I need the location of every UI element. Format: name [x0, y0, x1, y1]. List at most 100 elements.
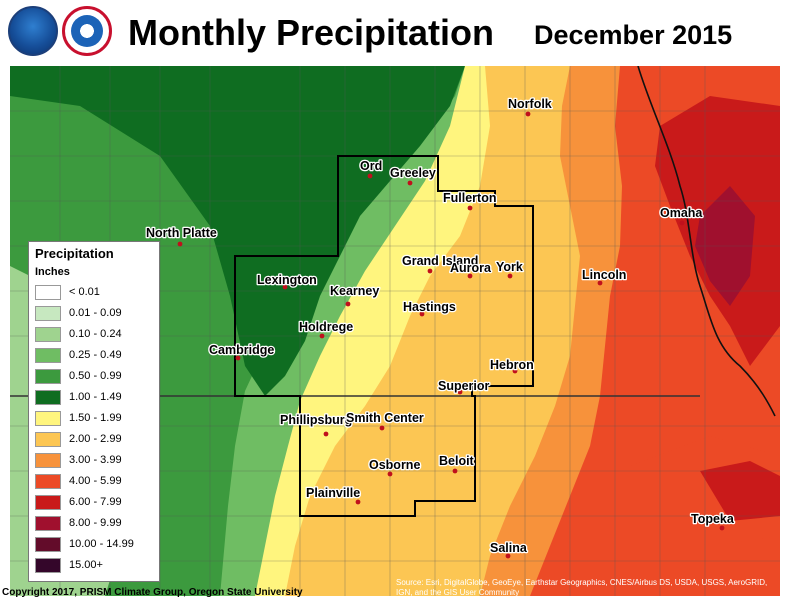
- legend-label: 0.01 - 0.09: [69, 307, 122, 319]
- city-omaha[interactable]: Omaha: [659, 205, 705, 226]
- legend-label: 3.00 - 3.99: [69, 454, 122, 466]
- legend-label: 6.00 - 7.99: [69, 496, 122, 508]
- svg-text:Norfolk: Norfolk: [508, 97, 552, 111]
- city-plainville[interactable]: Plainville: [305, 485, 362, 505]
- city-norfolk[interactable]: Norfolk: [507, 96, 553, 117]
- legend-item: 1.50 - 1.99: [35, 410, 159, 428]
- legend-swatch: [35, 306, 61, 321]
- legend-item: 8.00 - 9.99: [35, 515, 159, 533]
- svg-text:Holdrege: Holdrege: [299, 320, 353, 334]
- svg-text:Salina: Salina: [490, 541, 528, 555]
- svg-text:Fullerton: Fullerton: [443, 191, 496, 205]
- svg-text:Smith Center: Smith Center: [346, 411, 424, 425]
- legend-item: 6.00 - 7.99: [35, 494, 159, 512]
- map-title: Monthly Precipitation: [128, 12, 495, 53]
- city-smith-center[interactable]: Smith Center: [345, 410, 425, 431]
- legend-swatch: [35, 453, 61, 468]
- legend-item: 15.00+: [35, 557, 159, 575]
- legend-item: < 0.01: [35, 284, 159, 302]
- svg-text:Osborne: Osborne: [369, 458, 420, 472]
- svg-text:Cambridge: Cambridge: [209, 343, 274, 357]
- svg-text:Grand Island: Grand Island: [402, 254, 478, 268]
- basemap-source-credit: Source: Esri, DigitalGlobe, GeoEye, Eart…: [396, 578, 768, 597]
- city-ord[interactable]: Ord: [359, 158, 384, 179]
- svg-text:Hastings: Hastings: [403, 300, 456, 314]
- legend: Precipitation Inches < 0.01 0.01 - 0.09 0.…: [28, 241, 160, 582]
- svg-text:Kearney: Kearney: [330, 284, 379, 298]
- legend-item: 1.00 - 1.49: [35, 389, 159, 407]
- city-osborne[interactable]: Osborne: [368, 457, 422, 477]
- legend-item: 0.25 - 0.49: [35, 347, 159, 365]
- svg-text:Plainville: Plainville: [306, 486, 360, 500]
- city-superior[interactable]: Superior: [437, 378, 491, 395]
- legend-title: Precipitation: [35, 246, 114, 261]
- legend-swatch: [35, 411, 61, 426]
- legend-swatch: [35, 537, 61, 552]
- legend-item: 10.00 - 14.99: [35, 536, 159, 554]
- svg-text:York: York: [496, 260, 523, 274]
- legend-label: 0.50 - 0.99: [69, 370, 122, 382]
- city-hebron[interactable]: Hebron: [489, 357, 535, 374]
- svg-text:Hebron: Hebron: [490, 358, 534, 372]
- legend-swatch: [35, 369, 61, 384]
- forecast-area-boundary: [234, 155, 534, 517]
- city-aurora[interactable]: Aurora: [449, 260, 493, 279]
- legend-label: 15.00+: [69, 559, 103, 571]
- legend-label: 0.25 - 0.49: [69, 349, 122, 361]
- legend-swatch: [35, 495, 61, 510]
- svg-text:Beloit: Beloit: [439, 454, 475, 468]
- svg-text:Lexington: Lexington: [257, 273, 317, 287]
- city-cambridge[interactable]: Cambridge: [208, 342, 276, 361]
- precipitation-map[interactable]: Norfolk Ord Greeley Fullerton North Plat…: [10, 66, 780, 596]
- city-grand-island[interactable]: Grand Island: [401, 253, 480, 274]
- svg-text:Topeka: Topeka: [691, 512, 735, 526]
- city-topeka[interactable]: Topeka: [690, 511, 736, 531]
- band-6.00-7.99-south: [700, 461, 780, 521]
- city-greeley[interactable]: Greeley: [389, 165, 437, 186]
- legend-swatch: [35, 558, 61, 573]
- legend-item: 2.00 - 2.99: [35, 431, 159, 449]
- svg-text:Greeley: Greeley: [390, 166, 436, 180]
- city-lincoln[interactable]: Lincoln: [581, 267, 628, 286]
- map-canvas: Norfolk Ord Greeley Fullerton North Plat…: [10, 66, 780, 596]
- svg-text:North Platte: North Platte: [146, 226, 217, 240]
- legend-label: < 0.01: [69, 286, 100, 298]
- map-period: December 2015: [534, 20, 733, 50]
- copyright-text: Copyright 2017, PRISM Climate Group, Ore…: [2, 587, 303, 598]
- noaa-logo: [8, 6, 58, 56]
- legend-swatch: [35, 516, 61, 531]
- legend-label: 8.00 - 9.99: [69, 517, 122, 529]
- svg-text:Ord: Ord: [360, 159, 382, 173]
- city-holdrege[interactable]: Holdrege: [298, 319, 355, 339]
- legend-swatch: [35, 432, 61, 447]
- legend-swatch: [35, 474, 61, 489]
- city-kearney[interactable]: Kearney: [329, 283, 381, 307]
- city-salina[interactable]: Salina: [489, 540, 529, 559]
- city-lexington[interactable]: Lexington: [256, 272, 318, 290]
- legend-swatch: [35, 285, 61, 300]
- legend-swatch: [35, 390, 61, 405]
- legend-item: 4.00 - 5.99: [35, 473, 159, 491]
- legend-item: 0.50 - 0.99: [35, 368, 159, 386]
- city-phillipsburg[interactable]: Phillipsburg: [279, 412, 354, 437]
- city-markers: Norfolk Ord Greeley Fullerton North Plat…: [145, 96, 736, 559]
- legend-units: Inches: [35, 266, 70, 278]
- legend-item: 3.00 - 3.99: [35, 452, 159, 470]
- legend-item: 0.10 - 0.24: [35, 326, 159, 344]
- header: Monthly Precipitation December 2015: [0, 0, 792, 64]
- svg-text:Aurora: Aurora: [450, 261, 492, 275]
- legend-item: 0.01 - 0.09: [35, 305, 159, 323]
- city-north-platte[interactable]: North Platte: [145, 225, 218, 247]
- city-hastings[interactable]: Hastings: [402, 299, 457, 317]
- city-beloit[interactable]: Beloit: [438, 453, 476, 474]
- missouri-river: [637, 66, 776, 417]
- svg-text:Omaha: Omaha: [660, 206, 703, 220]
- city-fullerton[interactable]: Fullerton: [442, 190, 498, 211]
- legend-swatch: [35, 348, 61, 363]
- svg-text:Lincoln: Lincoln: [582, 268, 626, 282]
- svg-text:Phillipsburg: Phillipsburg: [280, 413, 352, 427]
- city-york[interactable]: York: [495, 259, 524, 279]
- legend-label: 4.00 - 5.99: [69, 475, 122, 487]
- legend-label: 10.00 - 14.99: [69, 538, 134, 550]
- svg-text:Superior: Superior: [438, 379, 490, 393]
